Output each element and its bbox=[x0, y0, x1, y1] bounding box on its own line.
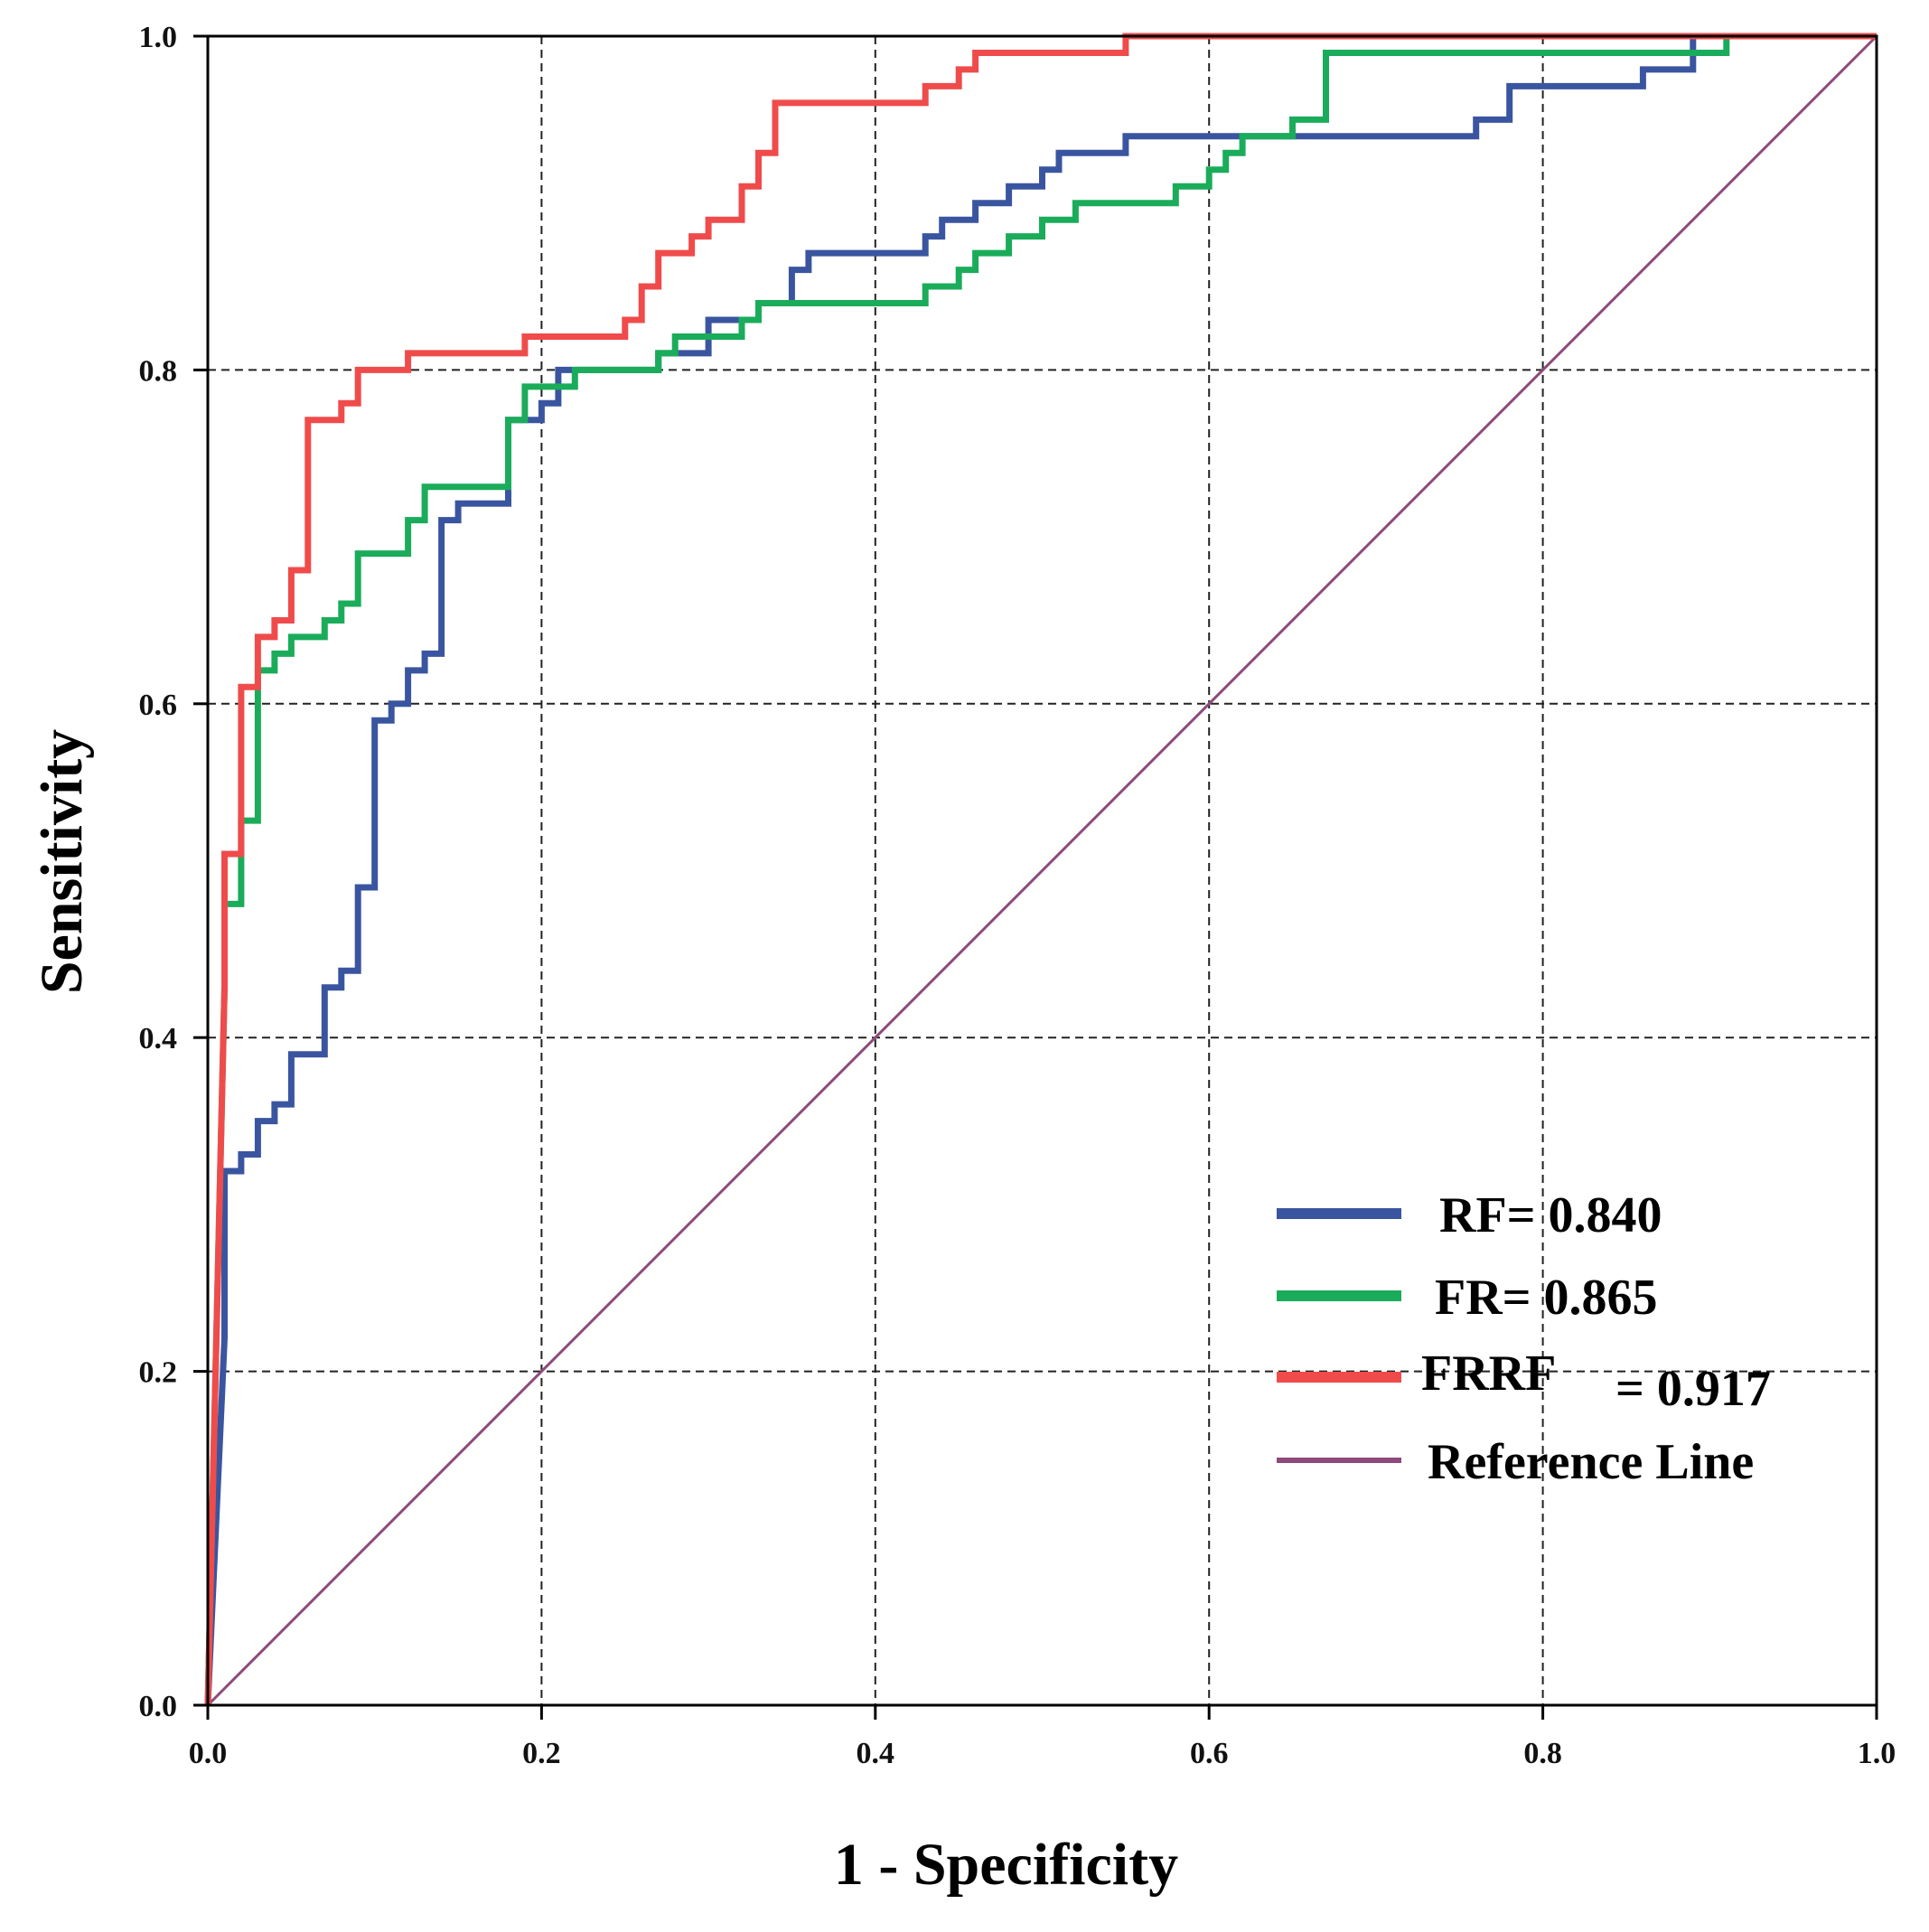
y-tick-label: 0.4 bbox=[139, 1022, 178, 1055]
legend-label-frrf: FRRF bbox=[1421, 1346, 1556, 1402]
grid bbox=[208, 36, 1877, 1705]
x-tick-label: 0.2 bbox=[522, 1737, 561, 1770]
legend: RF= 0.840 FR= 0.865 FRRF = 0.917 Referen… bbox=[1277, 1187, 1771, 1490]
y-tick-label: 0.8 bbox=[139, 354, 178, 388]
axis-ticks bbox=[193, 34, 1878, 1720]
legend-label-fr: FR= 0.865 bbox=[1435, 1270, 1658, 1326]
legend-swatch-rf bbox=[1277, 1208, 1401, 1219]
y-tick-labels: 0.0 0.2 0.4 0.6 0.8 1.0 bbox=[139, 21, 178, 1723]
series-line-reference-line bbox=[206, 34, 1878, 1707]
x-tick-label: 0.0 bbox=[189, 1737, 228, 1770]
x-axis-title: 1 - Specificity bbox=[834, 1832, 1178, 1898]
series-line-fr bbox=[204, 33, 1877, 1706]
x-tick-label: 1.0 bbox=[1858, 1737, 1896, 1770]
x-tick-label: 0.8 bbox=[1523, 1737, 1562, 1770]
legend-swatch-frrf bbox=[1277, 1372, 1401, 1383]
legend-label-reference-line: Reference Line bbox=[1428, 1434, 1754, 1490]
x-tick-label: 0.6 bbox=[1190, 1737, 1229, 1770]
y-axis-title: Sensitivity bbox=[29, 729, 95, 994]
plot-frame bbox=[206, 34, 1878, 1707]
series-layer bbox=[204, 33, 1878, 1707]
y-tick-label: 0.2 bbox=[139, 1356, 178, 1390]
legend-label-rf: RF= 0.840 bbox=[1439, 1187, 1662, 1243]
x-tick-labels: 0.0 0.2 0.4 0.6 0.8 1.0 bbox=[189, 1737, 1896, 1770]
y-tick-label: 1.0 bbox=[139, 21, 178, 54]
x-tick-label: 0.4 bbox=[857, 1737, 895, 1770]
series-line-frrf bbox=[204, 33, 1877, 1706]
legend-value-frrf: = 0.917 bbox=[1615, 1361, 1771, 1417]
y-tick-label: 0.0 bbox=[139, 1690, 178, 1723]
legend-swatch-reference-line bbox=[1277, 1458, 1401, 1463]
legend-swatch-fr bbox=[1277, 1290, 1401, 1301]
y-tick-label: 0.6 bbox=[139, 689, 178, 722]
